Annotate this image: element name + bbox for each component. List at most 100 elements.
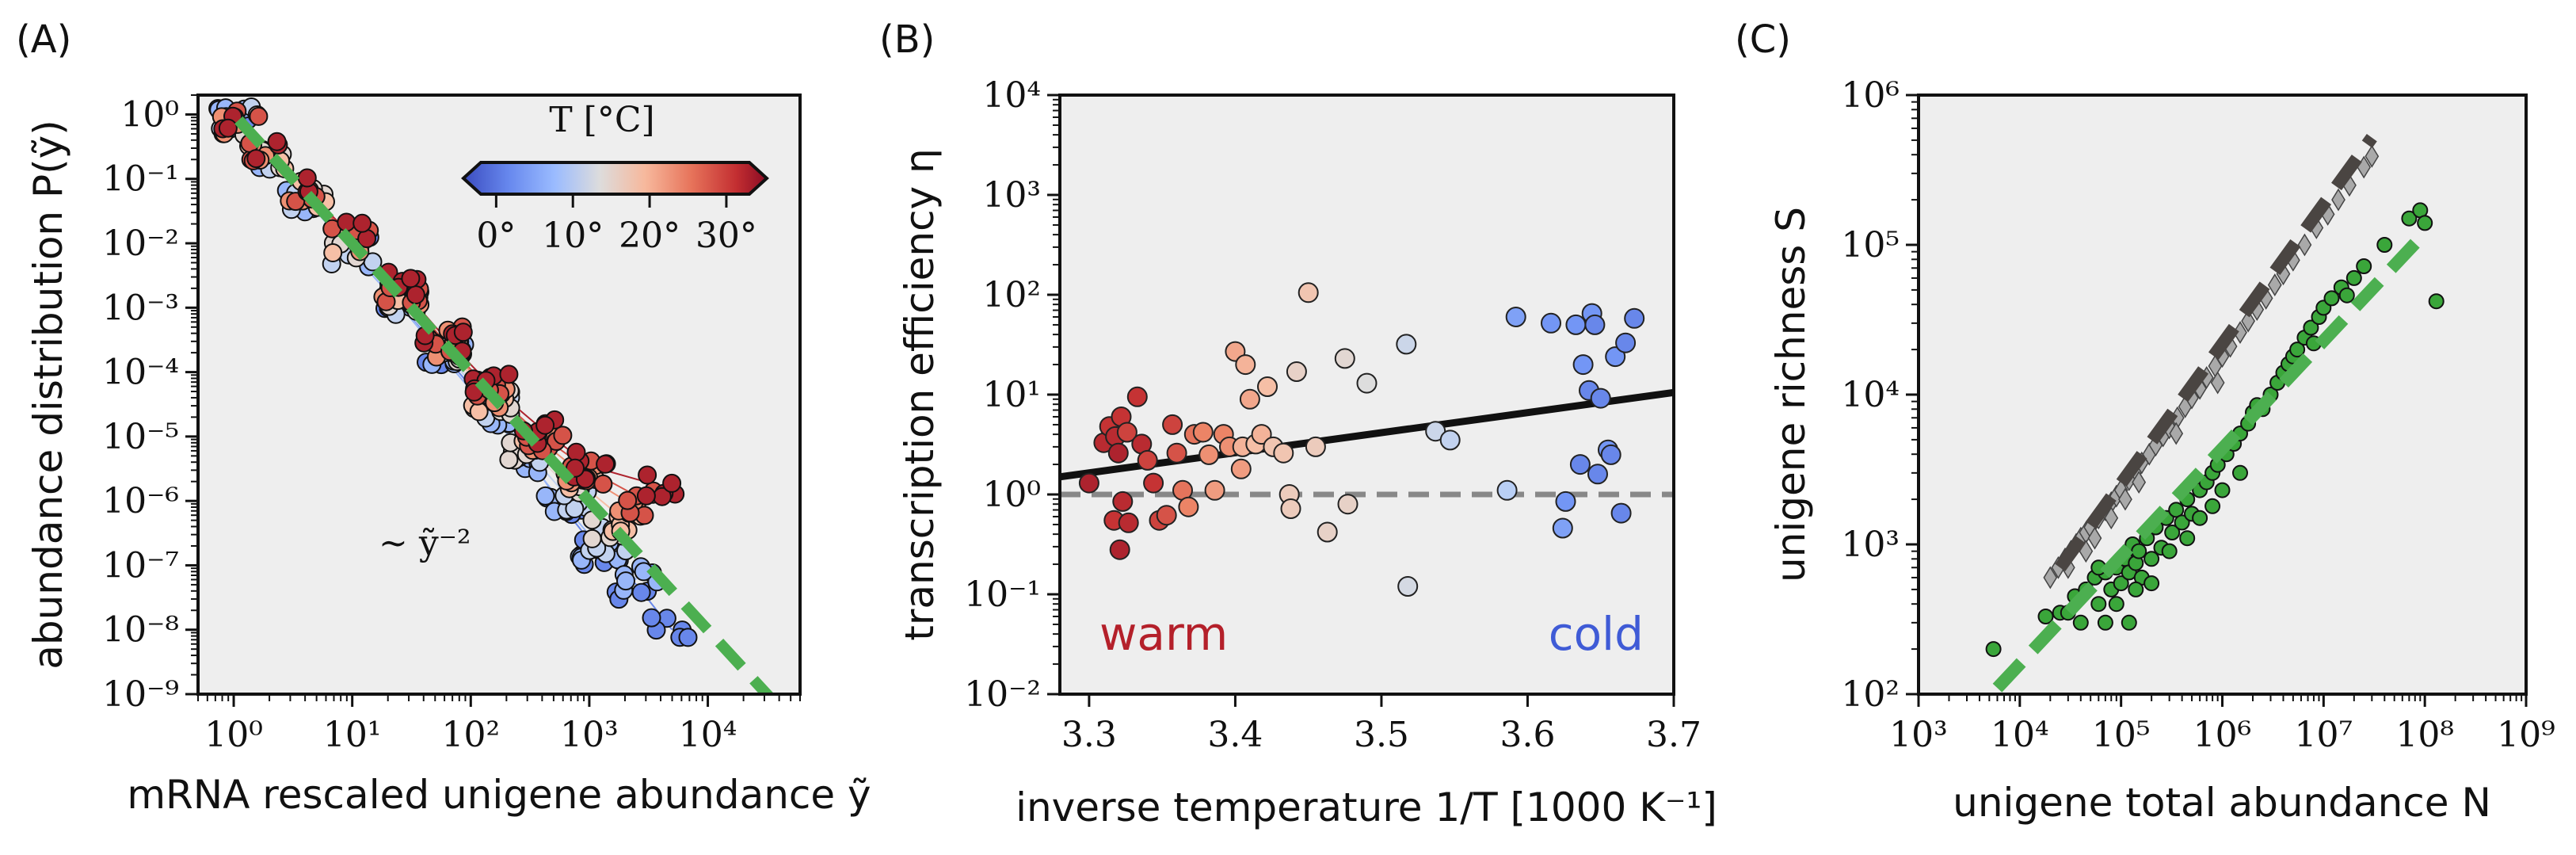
y-tick-label: 10⁻¹	[102, 159, 179, 200]
y-tick-label: 10²	[1841, 674, 1900, 715]
data-point	[1615, 332, 1637, 353]
data-point	[1610, 502, 1632, 524]
data-point	[469, 402, 489, 422]
x-tick-label: 10⁷	[2295, 715, 2353, 755]
circle-point	[2143, 551, 2160, 567]
diamond-point	[2233, 321, 2247, 345]
data-point	[631, 582, 651, 602]
circle-point	[2161, 543, 2178, 559]
panel-a-plot	[208, 97, 775, 694]
data-point	[352, 213, 372, 233]
diamond-point	[2043, 566, 2058, 590]
y-tick-label: 10⁴	[982, 75, 1041, 116]
data-point	[1555, 490, 1576, 512]
data-point	[1198, 444, 1220, 465]
x-tick-label: 10³	[1889, 715, 1948, 755]
data-point	[1286, 361, 1307, 382]
y-tick-label: 10²	[982, 275, 1041, 315]
data-point	[1078, 472, 1099, 494]
circle-point	[2179, 530, 2196, 547]
panel-c-xlabel: unigene total abundance N	[1953, 780, 2491, 826]
x-tick-label: 3.5	[1354, 715, 1409, 755]
data-point	[1624, 307, 1645, 329]
data-point	[1235, 354, 1256, 376]
circle-point	[2128, 581, 2144, 597]
data-point	[1204, 479, 1225, 501]
y-tick-label: 10⁻²	[102, 223, 179, 264]
circle-point	[2113, 575, 2129, 592]
data-point	[1496, 479, 1518, 501]
axes-c-background	[1919, 95, 2526, 694]
data-point	[323, 243, 343, 262]
axes-a-frame	[196, 94, 802, 696]
data-point	[618, 490, 638, 510]
data-point	[1600, 444, 1621, 465]
circle-point	[2428, 293, 2445, 310]
data-point	[1334, 348, 1355, 369]
circle-point	[2338, 287, 2355, 303]
diamond-point	[2169, 422, 2184, 445]
circle-point	[2401, 210, 2418, 227]
x-tick-label: 10⁹	[2497, 715, 2555, 755]
data-point	[297, 168, 317, 188]
y-tick-label: 10¹	[982, 375, 1041, 415]
circle-point	[2303, 319, 2319, 336]
y-tick-label: 10⁰	[982, 475, 1041, 515]
data-point	[1109, 539, 1130, 560]
data-point	[1541, 312, 1561, 334]
x-tick-label: 10¹	[323, 715, 382, 755]
y-tick-label: 10⁰	[120, 94, 179, 135]
circle-point	[2323, 290, 2340, 307]
data-point	[1251, 424, 1272, 445]
diamond-point	[2132, 471, 2147, 494]
data-point	[337, 212, 356, 232]
circle-point	[2090, 596, 2107, 613]
y-tick-label: 10⁻⁸	[102, 610, 179, 651]
panel-label-b: (B)	[879, 17, 935, 62]
data-point	[662, 473, 682, 493]
data-point	[582, 529, 602, 548]
colorbar-tick-label: 20°	[619, 216, 680, 256]
data-point	[1584, 314, 1606, 335]
data-point	[499, 450, 519, 470]
circle-point	[2164, 525, 2181, 540]
x-tick-label: 3.6	[1499, 715, 1555, 755]
colorbar-tick-label: 10°	[542, 216, 604, 256]
data-point	[1137, 449, 1158, 471]
data-point	[642, 608, 661, 628]
data-point	[1118, 512, 1139, 533]
circle-point	[2174, 514, 2190, 531]
y-tick-label: 10⁻¹	[964, 574, 1041, 615]
diamond-point	[2104, 506, 2119, 530]
panel-b-ticks: 3.3 3.4 3.5 3.6 3.7 10⁴ 10³ 10² 10¹ 10⁰ 10⁻¹ 10⁻²	[964, 75, 1701, 755]
panel-label-a: (A)	[16, 17, 71, 62]
x-tick-label: 3.3	[1061, 715, 1117, 755]
data-point	[453, 323, 473, 342]
data-point	[535, 415, 555, 435]
data-point	[593, 474, 613, 494]
data-point	[1112, 490, 1134, 512]
data-point	[401, 269, 421, 288]
x-tick-label: 3.7	[1646, 715, 1701, 755]
data-point	[553, 426, 573, 445]
y-tick-label: 10⁵	[1841, 225, 1900, 265]
data-point	[1590, 387, 1611, 409]
diamond-point	[2210, 371, 2225, 395]
colorbar-ticks: 0° 10° 20° 30°	[476, 194, 757, 256]
data-point	[535, 486, 555, 506]
colorbar	[461, 161, 769, 196]
colorbar-title: T [°C]	[549, 100, 654, 140]
x-tick-label: 3.4	[1207, 715, 1263, 755]
data-point	[566, 442, 586, 462]
fit-line-dark	[2055, 133, 2377, 571]
y-tick-label: 10⁻⁶	[102, 481, 179, 521]
circle-point	[2143, 575, 2160, 592]
diamond-point	[2365, 144, 2380, 168]
y-tick-label: 10⁶	[1841, 75, 1900, 116]
data-point	[1439, 429, 1461, 451]
panel-a-ticks: 10⁰ 10¹ 10² 10³ 10⁴ 10⁰ 10⁻¹ 10⁻² 10⁻³ 10⁻⁴ 10⁻⁵ 10…	[102, 94, 801, 755]
x-tick-label: 10⁵	[2092, 715, 2151, 755]
y-tick-label: 10⁻³	[102, 288, 179, 328]
data-point	[1572, 354, 1594, 376]
axes-b-background	[1060, 95, 1674, 694]
